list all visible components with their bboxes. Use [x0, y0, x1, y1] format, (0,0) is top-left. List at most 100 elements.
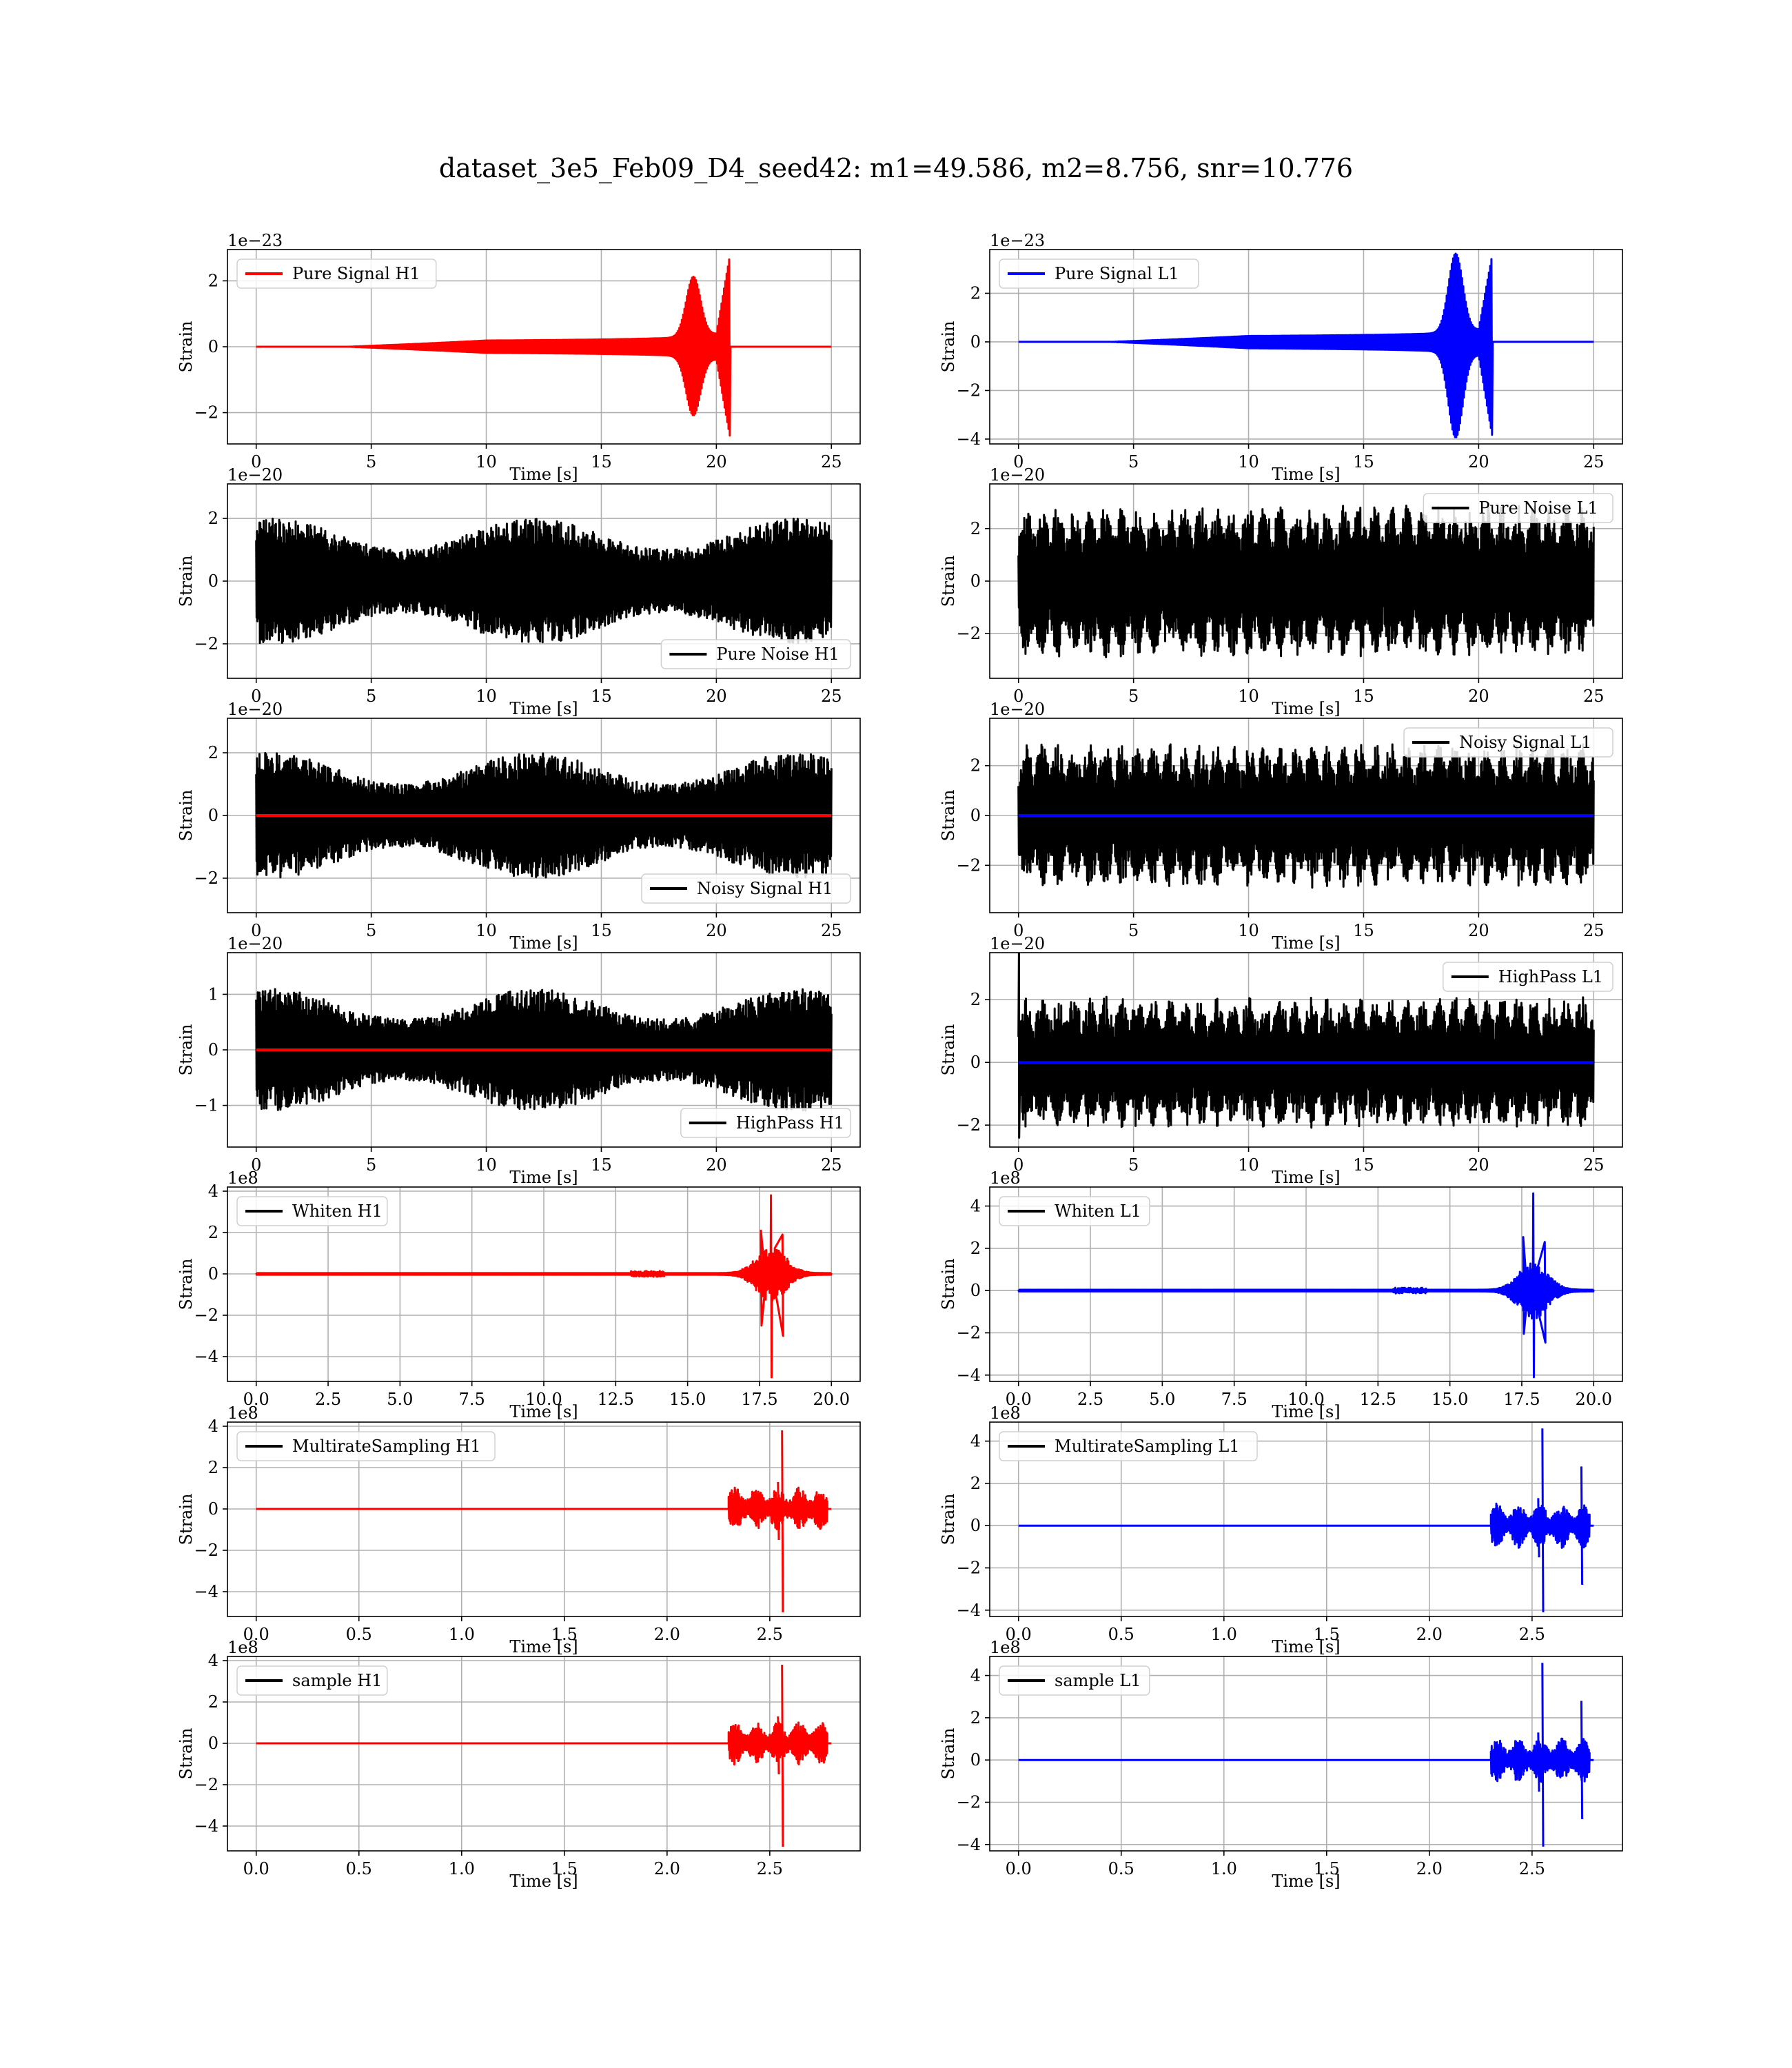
y-tick-label: 2	[970, 1708, 981, 1727]
x-tick-label: 1.5	[551, 1859, 578, 1878]
x-axis-label: Time [s]	[1272, 933, 1340, 953]
subplot-pure-signal-l1: 0 5 10 15 20 25 −4 −2 0 2 1e−23 Time [s] Strain Pure …	[939, 231, 1623, 484]
series-line	[1017, 505, 1595, 658]
series-group	[1017, 953, 1595, 1139]
y-tick-label: 0	[970, 571, 981, 591]
x-tick-label: 2.5	[757, 1859, 783, 1878]
legend-box	[236, 1665, 388, 1696]
subplot-pure-noise-l1: 0 5 10 15 20 25 −2 0 2 1e−20 Time [s] Strain Pure No…	[939, 465, 1623, 718]
legend: MultirateSampling H1	[236, 1431, 496, 1461]
x-tick-label: 0	[251, 687, 261, 706]
subplot-whiten-l1: 0.0 2.5 5.0 7.5 10.0 12.5 15.0 17.5 20.0−4−20241…	[939, 1168, 1623, 1421]
x-tick-label: 5	[366, 452, 376, 472]
subplot-pure-noise-h1: 0 5 10 15 20 25 −2 0 2 1e−20 Time [s] Strain Pure No…	[176, 465, 861, 718]
series-line	[256, 258, 832, 437]
x-tick-label: 10	[1238, 687, 1259, 706]
plot-frame	[989, 952, 1623, 1148]
subplot-noisy-signal-h1: 0 5 10 15 20 25 −2 0 2 1e−20 Time [s] Strain Noisy S…	[176, 700, 861, 953]
axis-offset-text: 1e−23	[990, 231, 1045, 250]
x-tick-label: 5	[1128, 687, 1139, 706]
x-tick-label: 15	[591, 687, 612, 706]
x-tick-label: 2.5	[315, 1390, 341, 1409]
legend-box	[999, 1665, 1150, 1696]
x-tick-label: 17.5	[1503, 1390, 1540, 1409]
legend-label: MultirateSampling H1	[292, 1437, 481, 1456]
y-tick-label: 2	[970, 283, 981, 303]
y-tick-label: 0	[970, 1750, 981, 1770]
x-tick-label: 7.5	[1221, 1390, 1248, 1409]
y-tick-label: −2	[194, 634, 218, 653]
x-tick-label: 10.0	[1287, 1390, 1324, 1409]
x-axis-label: Time [s]	[509, 465, 578, 484]
legend: HighPass L1	[1443, 962, 1613, 992]
y-tick-label: 0	[208, 571, 218, 591]
x-tick-label: 2.0	[654, 1625, 680, 1644]
series-group	[255, 517, 833, 645]
legend: Pure Signal H1	[236, 258, 437, 289]
y-tick-label: −4	[957, 1366, 981, 1385]
x-tick-label: 25	[821, 452, 842, 472]
axis-offset-text: 1e−20	[227, 465, 283, 485]
x-tick-label: 5	[366, 687, 376, 706]
axis-offset-text: 1e−20	[990, 700, 1045, 719]
subplot-whiten-h1: 0.0 2.5 5.0 7.5 10.0 12.5 15.0 17.5 20.0−4−20241…	[176, 1168, 861, 1421]
subplot-pure-signal-h1: 0 5 10 15 20 25 −2 0 2 1e−23 Time [s] Strain Pure Si…	[176, 231, 861, 484]
x-tick-label: 0	[251, 921, 261, 940]
x-tick-label: 1.5	[1314, 1859, 1340, 1878]
x-tick-label: 25	[821, 687, 842, 706]
x-tick-label: 7.5	[459, 1390, 485, 1409]
y-tick-label: −1	[194, 1096, 218, 1115]
y-tick-label: 2	[970, 990, 981, 1009]
x-tick-label: 20.0	[1576, 1390, 1612, 1409]
subplot-noisy-signal-l1: 0 5 10 15 20 25 −2 0 2 1e−20 Time [s] Strain Noisy S…	[939, 700, 1623, 953]
y-axis-label: Strain	[176, 1494, 196, 1545]
x-tick-label: 10	[1238, 452, 1259, 472]
y-tick-label: 2	[208, 1223, 218, 1242]
x-axis-label: Time [s]	[509, 1637, 578, 1656]
x-axis-label: Time [s]	[509, 1872, 578, 1891]
y-tick-label: 0	[208, 337, 218, 356]
series-line	[255, 1194, 833, 1379]
y-tick-label: 2	[208, 509, 218, 528]
legend-box	[1423, 493, 1613, 523]
y-tick-label: 2	[970, 756, 981, 776]
x-tick-label: 15	[591, 921, 612, 940]
x-tick-label: 12.5	[598, 1390, 634, 1409]
x-tick-label: 25	[1583, 921, 1605, 940]
x-tick-label: 5.0	[1149, 1390, 1175, 1409]
legend-label: Whiten H1	[292, 1202, 383, 1221]
legend: Pure Noise L1	[1423, 493, 1613, 523]
x-tick-label: 20	[706, 1155, 727, 1175]
x-tick-label: 2.0	[654, 1859, 680, 1878]
series-group	[255, 751, 833, 879]
series-line	[1017, 953, 1595, 1139]
series-group	[1017, 505, 1595, 658]
x-tick-label: 1.0	[449, 1859, 475, 1878]
x-tick-label: 0.0	[243, 1625, 269, 1644]
x-tick-label: 0	[1013, 921, 1024, 940]
x-tick-label: 15.0	[1432, 1390, 1468, 1409]
axis-offset-text: 1e−20	[990, 465, 1045, 485]
x-tick-label: 2.5	[1519, 1625, 1545, 1644]
series-group	[1017, 743, 1595, 889]
y-tick-label: −2	[957, 381, 981, 400]
series-group	[255, 988, 833, 1112]
subplot-multirate-h1: 0.0 0.5 1.0 1.5 2.0 2.5 −4 −2 0 2 4 1e8 Time [s] Stra…	[176, 1403, 861, 1656]
x-tick-label: 17.5	[741, 1390, 777, 1409]
y-tick-label: 2	[970, 1239, 981, 1258]
legend-label: MultirateSampling L1	[1055, 1437, 1240, 1456]
plot-frame	[227, 1421, 861, 1617]
x-tick-label: 15	[591, 452, 612, 472]
y-tick-label: 1	[208, 984, 218, 1004]
x-tick-label: 25	[821, 921, 842, 940]
figure-title: dataset_3e5_Feb09_D4_seed42: m1=49.586, …	[438, 153, 1354, 183]
axis-offset-text: 1e8	[990, 1168, 1021, 1188]
axis-offset-text: 1e8	[990, 1638, 1021, 1657]
x-tick-label: 5	[1128, 1155, 1139, 1175]
x-tick-label: 20	[1468, 921, 1489, 940]
legend-box	[680, 1108, 851, 1138]
legend-label: Pure Signal L1	[1055, 264, 1179, 283]
y-tick-label: −2	[194, 869, 218, 888]
series-line	[256, 1664, 832, 1847]
subplot-sample-l1: 0.0 0.5 1.0 1.5 2.0 2.5 −4 −2 0 2 4 1e8 Time [s] Stra…	[939, 1638, 1623, 1891]
